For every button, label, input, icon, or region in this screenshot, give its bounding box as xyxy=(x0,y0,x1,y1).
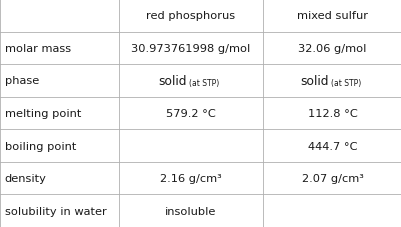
Text: 2.16 g/cm³: 2.16 g/cm³ xyxy=(160,173,221,183)
Text: molar mass: molar mass xyxy=(5,44,71,54)
Text: solubility in water: solubility in water xyxy=(5,206,106,216)
Text: 32.06 g/mol: 32.06 g/mol xyxy=(298,44,366,54)
Text: insoluble: insoluble xyxy=(165,206,216,216)
Text: solid: solid xyxy=(158,75,186,88)
Text: phase: phase xyxy=(5,76,39,86)
Text: red phosphorus: red phosphorus xyxy=(146,11,235,21)
Text: (at STP): (at STP) xyxy=(188,79,219,88)
Text: mixed sulfur: mixed sulfur xyxy=(296,11,367,21)
Text: 2.07 g/cm³: 2.07 g/cm³ xyxy=(301,173,363,183)
Text: melting point: melting point xyxy=(5,109,81,118)
Text: (at STP): (at STP) xyxy=(330,79,360,88)
Text: solid: solid xyxy=(300,75,328,88)
Text: 30.973761998 g/mol: 30.973761998 g/mol xyxy=(131,44,250,54)
Text: 112.8 °C: 112.8 °C xyxy=(307,109,356,118)
Text: 444.7 °C: 444.7 °C xyxy=(307,141,356,151)
Text: density: density xyxy=(5,173,47,183)
Text: 579.2 °C: 579.2 °C xyxy=(166,109,215,118)
Text: boiling point: boiling point xyxy=(5,141,76,151)
